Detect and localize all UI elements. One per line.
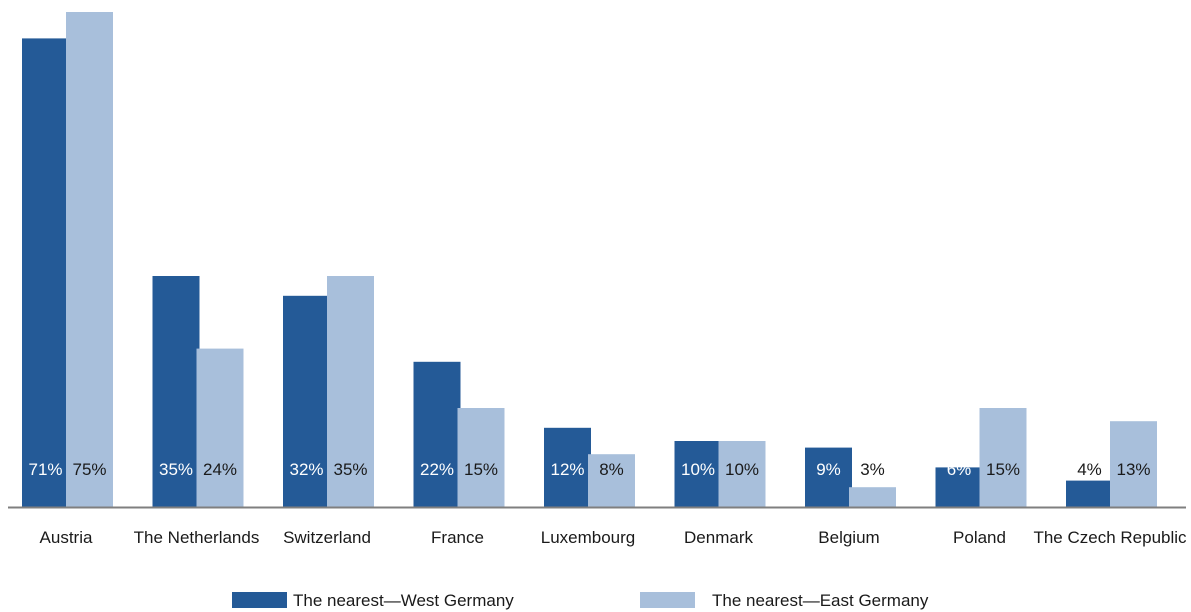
value-label-west-luxembourg: 12% [550,460,584,479]
value-label-west-denmark: 10% [681,460,715,479]
category-label-france: France [431,528,484,547]
value-label-west-belgium: 9% [816,460,841,479]
bar-east-belgium [849,487,896,507]
bar-west-france [413,361,461,507]
legend-swatch-west [232,592,287,608]
value-label-east-luxembourg: 8% [599,460,624,479]
bar-west-belgium [805,447,852,507]
bar-east-the-czech-republic [1110,421,1157,507]
bar-west-poland [935,467,983,507]
value-label-east-the-netherlands: 24% [203,460,237,479]
category-label-austria: Austria [40,528,93,547]
bar-east-austria [66,12,113,507]
category-label-belgium: Belgium [818,528,879,547]
bar-west-luxembourg [544,427,591,507]
category-label-denmark: Denmark [684,528,753,547]
legend-swatch-east [640,592,695,608]
bar-east-luxembourg [588,454,635,507]
category-labels-group: Austria The Netherlands Switzerland France L… [40,528,1187,547]
value-labels-group: 71% 75% 35% 24% 32% 35% 22% 15% 12% 8% 10% 10% 9% 3% 6… [28,460,1150,479]
value-label-east-france: 15% [464,460,498,479]
bar-east-denmark [718,441,766,507]
bar-east-france [457,408,505,507]
bar-west-the-czech-republic [1066,480,1113,507]
bars-group [22,12,1157,508]
legend: The nearest—West Germany The nearest—Eas… [232,591,929,610]
value-label-east-poland: 15% [986,460,1020,479]
value-label-east-the-czech-republic: 13% [1116,460,1150,479]
bar-west-denmark [674,441,722,507]
category-label-the-czech-republic: The Czech Republic [1033,528,1187,547]
value-label-west-poland: 6% [947,460,972,479]
value-label-west-the-netherlands: 35% [159,460,193,479]
value-label-east-austria: 75% [72,460,106,479]
value-label-east-switzerland: 35% [333,460,367,479]
bar-west-austria [22,38,69,508]
bar-east-the-netherlands [196,348,244,507]
value-label-east-belgium: 3% [860,460,885,479]
bar-west-switzerland [283,295,330,507]
bar-east-poland [979,408,1027,507]
category-label-poland: Poland [953,528,1006,547]
value-label-west-switzerland: 32% [289,460,323,479]
bar-east-switzerland [327,276,374,507]
legend-label-east: The nearest—East Germany [712,591,929,610]
legend-label-west: The nearest—West Germany [293,591,514,610]
category-label-switzerland: Switzerland [283,528,371,547]
value-label-west-france: 22% [420,460,454,479]
category-label-the-netherlands: The Netherlands [134,528,260,547]
category-label-luxembourg: Luxembourg [541,528,636,547]
value-label-west-the-czech-republic: 4% [1077,460,1102,479]
value-label-west-austria: 71% [28,460,62,479]
value-label-east-denmark: 10% [725,460,759,479]
bar-west-the-netherlands [152,276,200,507]
